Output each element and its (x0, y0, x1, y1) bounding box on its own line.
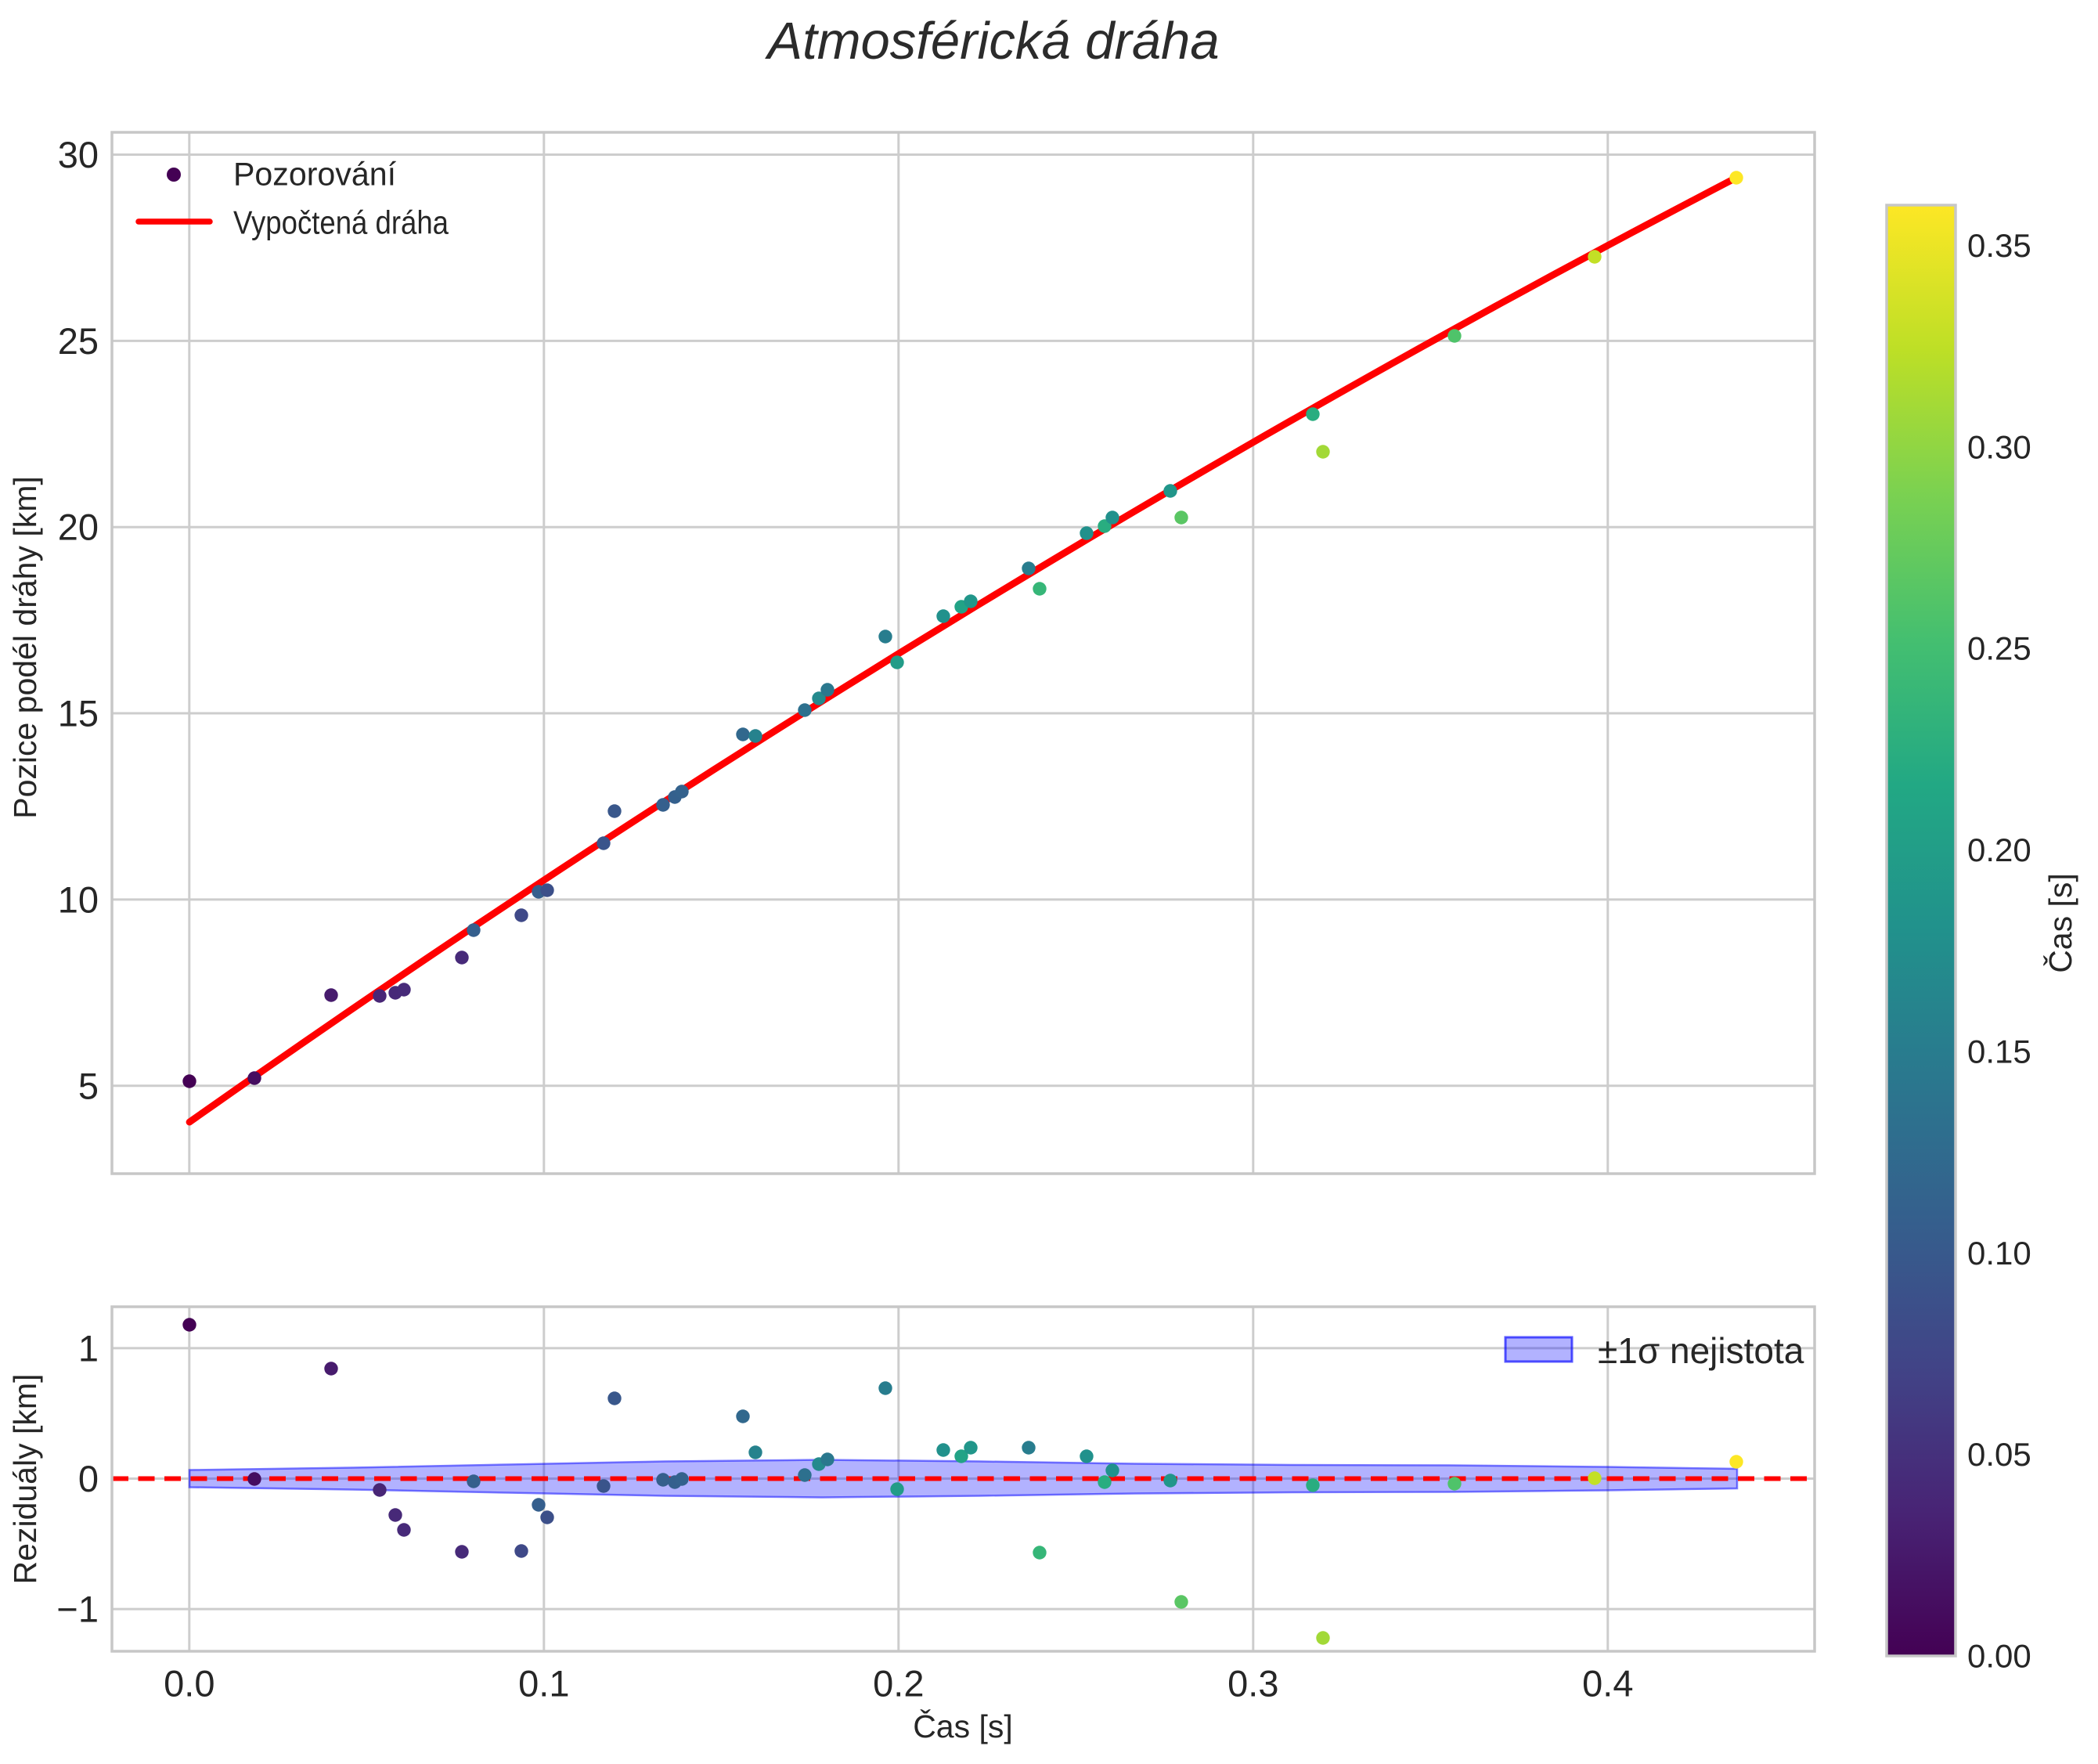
svg-text:0.2: 0.2 (873, 1663, 924, 1704)
svg-text:−1: −1 (56, 1589, 99, 1630)
svg-text:0: 0 (78, 1458, 99, 1499)
svg-text:Čas [s]: Čas [s] (913, 1708, 1013, 1744)
svg-text:30: 30 (58, 134, 99, 175)
svg-text:0.3: 0.3 (1227, 1663, 1278, 1704)
svg-text:0.4: 0.4 (1582, 1663, 1633, 1704)
svg-text:0.05: 0.05 (1967, 1436, 2031, 1473)
svg-text:0.35: 0.35 (1967, 227, 2031, 264)
svg-text:Atmosférická dráha: Atmosférická dráha (764, 12, 1219, 70)
svg-text:Pozice podél dráhy [km]: Pozice podél dráhy [km] (7, 476, 43, 819)
svg-text:Vypočtená dráha: Vypočtená dráha (233, 204, 449, 241)
svg-text:0.30: 0.30 (1967, 428, 2031, 465)
svg-text:0.20: 0.20 (1967, 831, 2031, 868)
svg-text:25: 25 (58, 320, 99, 362)
svg-text:0.1: 0.1 (518, 1663, 569, 1704)
svg-text:10: 10 (58, 878, 99, 920)
svg-text:5: 5 (78, 1065, 99, 1106)
svg-text:0.0: 0.0 (164, 1663, 214, 1704)
svg-text:20: 20 (58, 507, 99, 548)
svg-text:0.00: 0.00 (1967, 1638, 2031, 1675)
svg-text:Reziduály [km]: Reziduály [km] (7, 1374, 43, 1585)
svg-text:0.10: 0.10 (1967, 1235, 2031, 1272)
svg-text:Pozorování: Pozorování (233, 156, 396, 193)
svg-text:15: 15 (58, 693, 99, 734)
svg-text:±1σ nejistota: ±1σ nejistota (1598, 1330, 1804, 1371)
svg-text:0.15: 0.15 (1967, 1033, 2031, 1070)
svg-text:0.25: 0.25 (1967, 630, 2031, 667)
svg-text:Čas [s]: Čas [s] (2042, 873, 2078, 973)
svg-text:1: 1 (78, 1327, 99, 1369)
